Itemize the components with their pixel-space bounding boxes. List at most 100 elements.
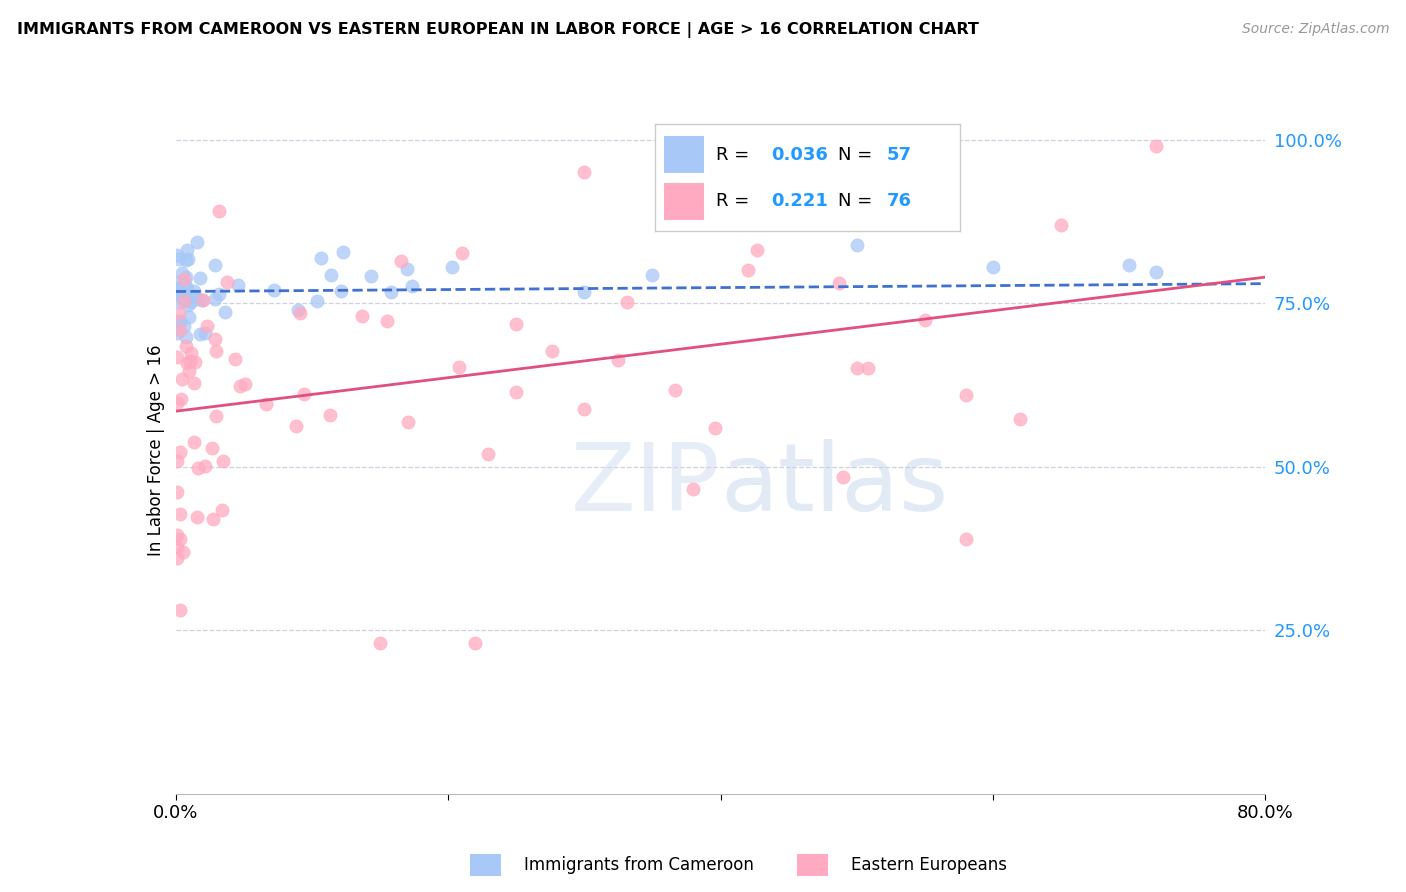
- Point: [174, 330, 197, 344]
- Point: [319, 408, 342, 422]
- Point: [208, 204, 231, 219]
- Point: [641, 268, 664, 282]
- Point: [375, 313, 398, 327]
- Point: [574, 401, 596, 416]
- Point: [477, 447, 499, 461]
- Point: [396, 415, 419, 429]
- Point: [169, 533, 191, 547]
- Point: [380, 285, 402, 299]
- Point: [173, 272, 195, 286]
- Point: [541, 343, 564, 358]
- Point: [224, 352, 246, 367]
- Text: ZIP: ZIP: [571, 439, 721, 531]
- Point: [166, 326, 188, 340]
- Point: [173, 293, 195, 308]
- Point: [169, 323, 191, 337]
- Point: [194, 326, 217, 341]
- Point: [574, 285, 596, 299]
- Point: [187, 461, 209, 475]
- Point: [1118, 258, 1140, 272]
- Point: [205, 409, 228, 423]
- Point: [169, 445, 191, 459]
- Point: [464, 636, 486, 650]
- Text: Immigrants from Cameroon: Immigrants from Cameroon: [524, 856, 754, 874]
- Y-axis label: In Labor Force | Age > 16: In Labor Force | Age > 16: [146, 344, 165, 557]
- Point: [1144, 265, 1167, 279]
- Point: [179, 354, 201, 368]
- Point: [401, 278, 423, 293]
- Text: 57: 57: [887, 145, 912, 163]
- Point: [856, 361, 879, 376]
- Point: [330, 285, 353, 299]
- Point: [737, 263, 759, 277]
- Point: [187, 293, 209, 307]
- Point: [704, 421, 727, 435]
- Point: [389, 254, 412, 268]
- Point: [350, 310, 373, 324]
- Point: [191, 293, 214, 307]
- Point: [180, 295, 202, 310]
- Point: [172, 291, 194, 305]
- Point: [174, 277, 197, 292]
- Point: [360, 269, 382, 284]
- Text: atlas: atlas: [721, 439, 949, 531]
- Point: [169, 307, 191, 321]
- Point: [332, 244, 354, 259]
- Point: [167, 314, 190, 328]
- Point: [169, 603, 191, 617]
- Text: N =: N =: [838, 193, 879, 211]
- Point: [166, 248, 188, 262]
- Point: [214, 305, 236, 319]
- Point: [170, 266, 193, 280]
- Point: [169, 314, 191, 328]
- Point: [183, 376, 205, 391]
- Point: [616, 295, 638, 310]
- Text: Source: ZipAtlas.com: Source: ZipAtlas.com: [1241, 22, 1389, 37]
- Point: [682, 483, 704, 497]
- Point: [745, 243, 768, 257]
- Point: [176, 291, 198, 305]
- Text: R =: R =: [716, 193, 755, 211]
- Point: [177, 252, 200, 266]
- Point: [183, 284, 205, 298]
- Point: [166, 454, 188, 468]
- Bar: [665, 183, 704, 220]
- Point: [284, 419, 307, 434]
- Point: [177, 298, 200, 312]
- Point: [914, 313, 936, 327]
- Point: [172, 545, 194, 559]
- Point: [263, 283, 285, 297]
- Point: [1144, 139, 1167, 153]
- Point: [166, 550, 188, 565]
- Point: [204, 332, 226, 346]
- Point: [174, 253, 197, 268]
- Point: [183, 289, 205, 303]
- Point: [664, 383, 686, 397]
- Point: [287, 302, 309, 317]
- Point: [166, 541, 188, 555]
- Point: [955, 387, 977, 401]
- Point: [226, 278, 249, 293]
- Text: R =: R =: [716, 145, 755, 163]
- Text: 76: 76: [887, 193, 912, 211]
- Point: [832, 470, 855, 484]
- Point: [176, 269, 198, 284]
- Point: [395, 261, 418, 276]
- Text: 0.221: 0.221: [770, 193, 828, 211]
- Point: [981, 260, 1004, 275]
- Point: [186, 510, 208, 524]
- Point: [166, 528, 188, 542]
- Point: [447, 360, 470, 375]
- Point: [170, 289, 193, 303]
- Point: [169, 252, 191, 267]
- Point: [166, 484, 188, 499]
- Point: [166, 350, 188, 364]
- Point: [176, 280, 198, 294]
- Point: [202, 511, 225, 525]
- Point: [710, 212, 733, 227]
- Point: [309, 251, 332, 265]
- Point: [215, 276, 238, 290]
- Point: [204, 292, 226, 306]
- Point: [211, 503, 233, 517]
- Point: [173, 319, 195, 334]
